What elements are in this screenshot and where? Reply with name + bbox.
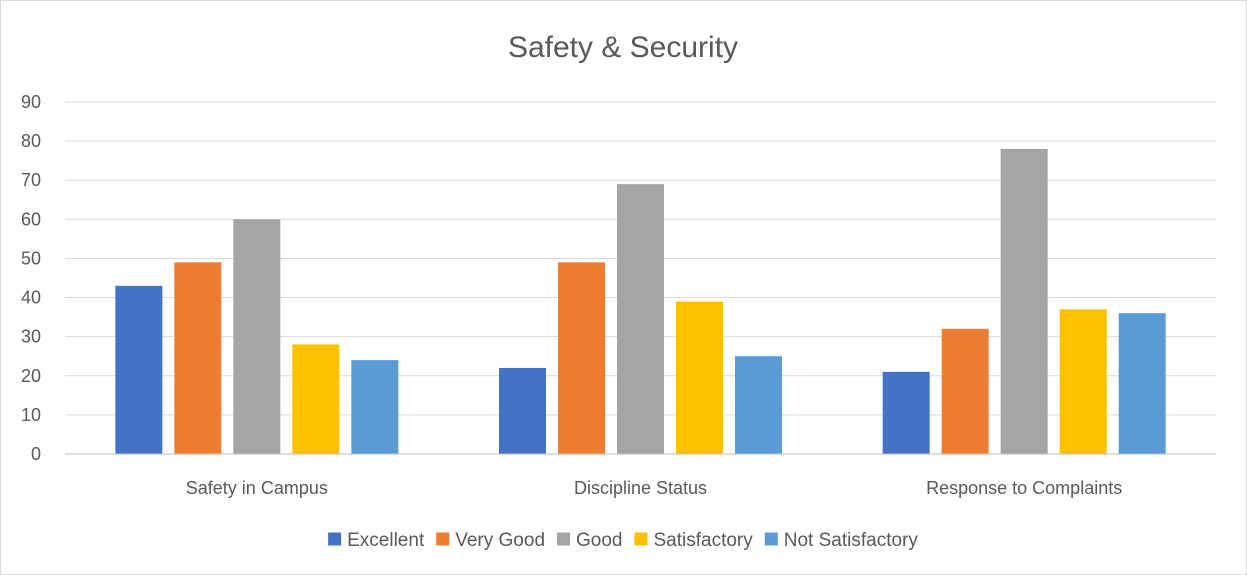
bar-very-good <box>941 328 989 454</box>
y-tick-label: 80 <box>21 131 41 151</box>
x-category-label: Response to Complaints <box>926 478 1122 498</box>
bar-excellent <box>115 285 163 454</box>
bar-very-good <box>174 262 222 454</box>
legend-label: Good <box>576 530 622 551</box>
y-tick-label: 0 <box>31 444 41 464</box>
legend-swatch <box>634 532 648 546</box>
bar-good <box>233 219 281 454</box>
x-axis-categories: Safety in Campus Discipline Status Respons… <box>186 478 1122 498</box>
legend-label: Not Satisfactory <box>784 530 919 551</box>
y-tick-label: 50 <box>21 248 41 268</box>
y-axis-ticks: 0 10 20 30 40 50 60 70 80 90 <box>21 92 41 464</box>
bar-not-satisfactory <box>1118 313 1166 454</box>
bar-very-good <box>558 262 605 454</box>
y-tick-label: 70 <box>21 170 41 190</box>
bar-good <box>1000 148 1048 454</box>
bars <box>115 148 1166 454</box>
bar-satisfactory <box>292 344 340 454</box>
legend-swatch <box>328 532 342 546</box>
y-tick-label: 20 <box>21 366 41 386</box>
bar-not-satisfactory <box>351 360 399 454</box>
bar-satisfactory <box>1059 309 1107 454</box>
bar-good <box>617 184 664 454</box>
x-category-label: Discipline Status <box>574 478 707 498</box>
y-tick-label: 40 <box>21 288 41 308</box>
y-tick-label: 10 <box>21 405 41 425</box>
legend-label: Satisfactory <box>654 530 754 551</box>
bar-not-satisfactory <box>735 356 782 454</box>
bar-excellent <box>499 367 546 454</box>
y-tick-label: 90 <box>21 92 41 112</box>
legend-swatch <box>764 532 778 546</box>
legend: Excellent Very Good Good Satisfactory Not Sa… <box>328 530 918 551</box>
legend-swatch <box>436 532 450 546</box>
y-tick-label: 60 <box>21 209 41 229</box>
legend-swatch <box>557 532 571 546</box>
bar-excellent <box>882 371 930 454</box>
legend-label: Excellent <box>347 530 425 551</box>
y-tick-label: 30 <box>21 327 41 347</box>
x-category-label: Safety in Campus <box>186 478 328 498</box>
bar-satisfactory <box>676 301 723 454</box>
legend-label: Very Good <box>455 530 545 551</box>
chart-title: Safety & Security <box>508 31 738 64</box>
